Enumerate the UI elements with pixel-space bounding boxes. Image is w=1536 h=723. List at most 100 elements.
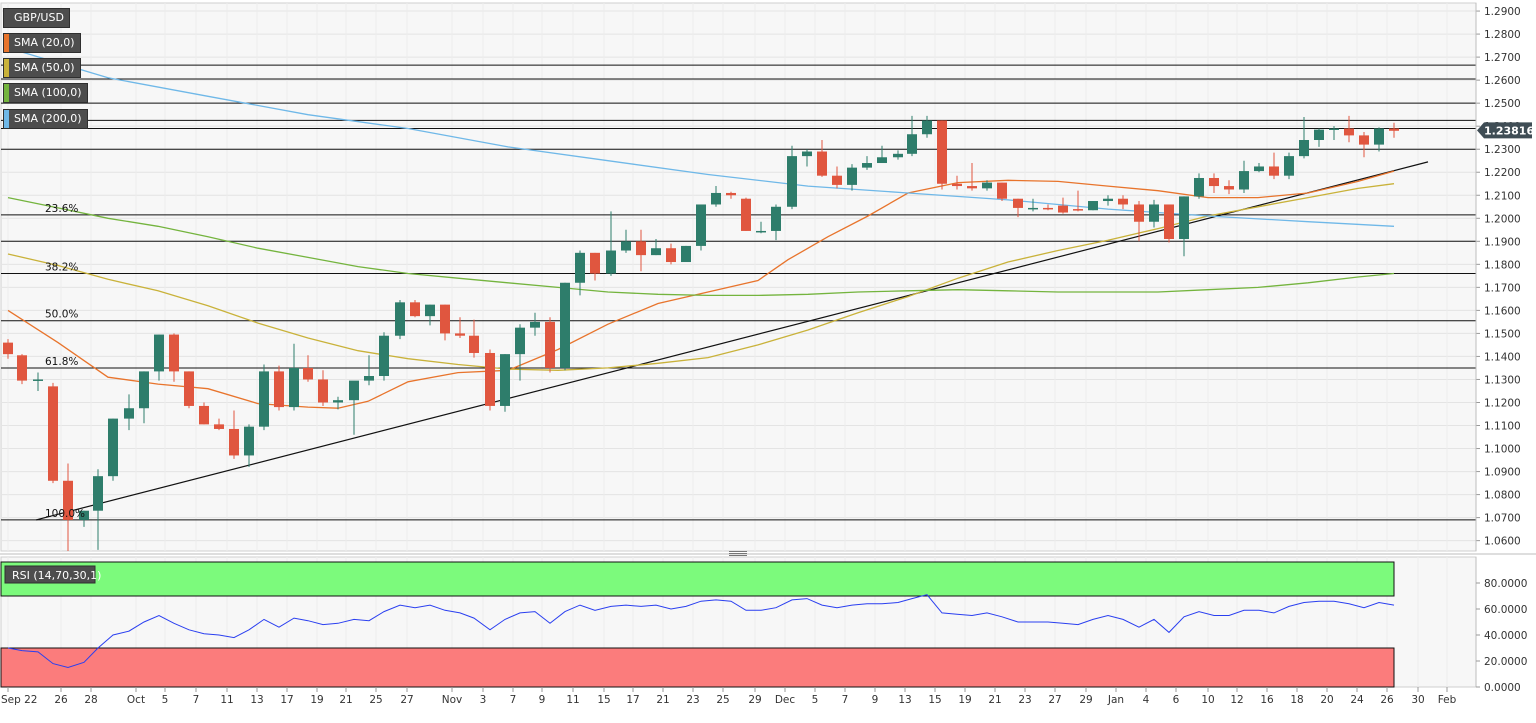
candle-body[interactable] [3, 342, 13, 355]
candle[interactable] [1329, 126, 1339, 140]
legend-item-sma-200[interactable]: SMA (200,0) [3, 109, 88, 129]
candle[interactable] [530, 312, 540, 336]
candle-body[interactable] [575, 252, 585, 283]
candle-body[interactable] [621, 241, 631, 251]
candle-body[interactable] [1073, 209, 1083, 211]
candle[interactable] [33, 372, 43, 391]
candle[interactable] [1299, 116, 1309, 159]
candle-body[interactable] [333, 400, 343, 403]
candle[interactable] [741, 197, 751, 231]
candle[interactable] [349, 380, 359, 435]
candle[interactable] [485, 349, 495, 411]
candle[interactable] [1149, 199, 1159, 228]
candle-body[interactable] [289, 367, 299, 408]
candle-body[interactable] [982, 182, 992, 189]
candle-body[interactable] [303, 367, 313, 380]
candle-body[interactable] [410, 302, 420, 317]
candle-body[interactable] [832, 175, 842, 185]
candle-body[interactable] [560, 282, 570, 368]
candle[interactable] [229, 410, 239, 459]
candle[interactable] [907, 115, 917, 157]
candle-body[interactable] [817, 151, 827, 176]
candle-body[interactable] [108, 418, 118, 477]
candle[interactable] [244, 424, 254, 467]
candle-body[interactable] [515, 327, 525, 355]
candle-body[interactable] [967, 186, 977, 189]
candle-body[interactable] [1269, 166, 1279, 176]
candle-body[interactable] [1314, 129, 1324, 140]
candle[interactable] [1194, 173, 1204, 199]
candle[interactable] [802, 149, 812, 167]
candle-body[interactable] [1088, 201, 1098, 211]
candle[interactable] [1179, 196, 1189, 257]
candle[interactable] [862, 156, 872, 170]
candle[interactable] [1314, 128, 1324, 147]
candle-body[interactable] [154, 334, 164, 372]
sma-line-1[interactable] [7, 170, 1395, 409]
candle[interactable] [847, 164, 857, 191]
candle[interactable] [48, 382, 58, 484]
candle[interactable] [621, 229, 631, 253]
candle[interactable] [651, 239, 661, 256]
candle[interactable] [1239, 160, 1249, 193]
candle-body[interactable] [696, 204, 706, 246]
candle-body[interactable] [1284, 156, 1294, 176]
candle[interactable] [79, 510, 89, 527]
candle-body[interactable] [651, 248, 661, 256]
candle[interactable] [606, 211, 616, 276]
candle[interactable] [967, 163, 977, 191]
candle[interactable] [681, 245, 691, 263]
candle[interactable] [1359, 131, 1369, 158]
candle[interactable] [289, 343, 299, 411]
candle-body[interactable] [1389, 128, 1399, 131]
candle-body[interactable] [711, 192, 721, 205]
candle-body[interactable] [48, 386, 58, 481]
candle-body[interactable] [79, 510, 89, 520]
candle-body[interactable] [274, 371, 284, 408]
candle-body[interactable] [756, 230, 766, 233]
candle-body[interactable] [771, 206, 781, 231]
candle-body[interactable] [1028, 207, 1038, 210]
candle[interactable] [832, 166, 842, 189]
candle-body[interactable] [606, 250, 616, 274]
candle-body[interactable] [1103, 198, 1113, 202]
candle[interactable] [590, 252, 600, 281]
candle-body[interactable] [1359, 135, 1369, 145]
candle[interactable] [364, 355, 374, 386]
candle[interactable] [1043, 204, 1053, 211]
candle-body[interactable] [1134, 204, 1144, 222]
candle[interactable] [922, 115, 932, 138]
candle-body[interactable] [907, 134, 917, 154]
candle-body[interactable] [847, 167, 857, 185]
candle[interactable] [1224, 180, 1234, 195]
candle-body[interactable] [33, 379, 43, 381]
candle[interactable] [139, 371, 149, 424]
candle[interactable] [696, 204, 706, 251]
candle-body[interactable] [318, 379, 328, 403]
main-plot-area[interactable] [0, 2, 1477, 552]
legend-item-sma-20[interactable]: SMA (20,0) [3, 33, 81, 53]
candle-body[interactable] [997, 182, 1007, 199]
candle-body[interactable] [395, 302, 405, 336]
candle[interactable] [545, 317, 555, 373]
candle[interactable] [425, 304, 435, 326]
rsi-line[interactable] [7, 594, 1395, 669]
legend-item-sma-100[interactable]: SMA (100,0) [3, 83, 88, 103]
candle[interactable] [3, 339, 13, 359]
candle-body[interactable] [1374, 128, 1384, 145]
candle[interactable] [184, 371, 194, 409]
sma-line-3[interactable] [7, 196, 1395, 297]
candle-body[interactable] [1224, 186, 1234, 190]
candle-body[interactable] [244, 426, 254, 456]
candle-body[interactable] [636, 241, 646, 256]
candle-body[interactable] [1209, 177, 1219, 187]
candle-body[interactable] [530, 321, 540, 328]
candle[interactable] [440, 304, 450, 341]
candle[interactable] [1088, 201, 1098, 211]
candle[interactable] [666, 243, 676, 265]
candle-body[interactable] [1149, 204, 1159, 222]
candle[interactable] [303, 355, 313, 382]
candle-body[interactable] [124, 408, 134, 419]
candle[interactable] [1374, 127, 1384, 152]
